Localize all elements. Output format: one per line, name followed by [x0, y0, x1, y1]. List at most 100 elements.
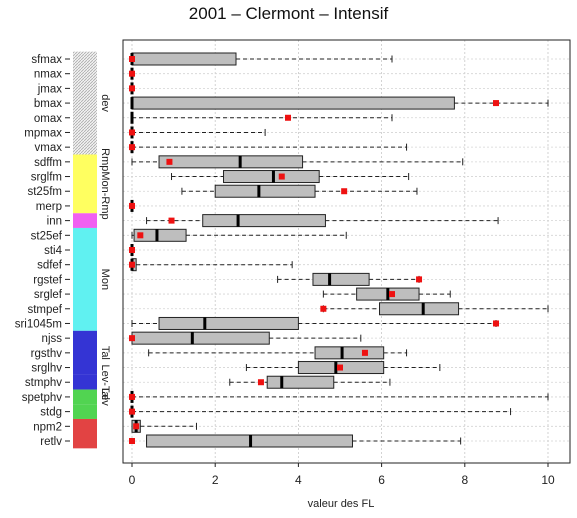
- mean-marker: [129, 261, 135, 268]
- box-row: [245, 361, 441, 375]
- box-row: [129, 52, 393, 66]
- group-color-bar: [73, 418, 97, 449]
- group-color-bar: [73, 389, 97, 405]
- mean-marker: [389, 291, 395, 298]
- mean-marker: [129, 144, 135, 151]
- iqr-box: [214, 184, 316, 198]
- chart-title: 2001 – Clermont – Intensif: [188, 4, 389, 23]
- box-row: [129, 331, 362, 345]
- mean-marker: [129, 335, 135, 342]
- iqr-box: [131, 52, 237, 66]
- iqr-box: [223, 170, 320, 184]
- y-tick-label: srglfm: [31, 172, 62, 184]
- y-tick-label: srglhv: [31, 363, 62, 375]
- y-tick-label: spetphv: [22, 392, 63, 404]
- y-tick-label: sri1045m: [15, 318, 62, 330]
- y-tick-label: npm2: [33, 421, 62, 433]
- box-row: [129, 390, 549, 403]
- y-tick-label: rgsthv: [31, 348, 63, 360]
- mean-marker: [129, 56, 135, 62]
- mean-marker: [129, 202, 135, 209]
- y-tick-label: omax: [34, 113, 62, 125]
- iqr-box: [379, 302, 460, 316]
- y-tick-label: rgstef: [33, 274, 63, 286]
- mean-marker: [129, 129, 135, 136]
- group-label: Lev-Tal: [99, 364, 111, 399]
- y-tick-label: srglef: [34, 289, 63, 301]
- box-row: [129, 126, 266, 139]
- iqr-box: [158, 155, 304, 169]
- iqr-box: [158, 316, 299, 330]
- mean-marker: [166, 158, 173, 165]
- y-tick-label: stmphv: [25, 377, 62, 389]
- y-tick-label: sfmax: [31, 54, 62, 66]
- box-row: [320, 302, 549, 316]
- box-row: [131, 316, 499, 330]
- y-tick-label: bmax: [34, 98, 62, 110]
- iqr-box: [131, 331, 270, 345]
- mean-marker: [361, 349, 368, 356]
- mean-marker: [129, 393, 135, 400]
- box-row: [129, 405, 512, 418]
- mean-marker: [341, 188, 348, 195]
- mean-marker: [416, 276, 423, 283]
- box-row: [322, 287, 451, 301]
- x-tick-label: 6: [378, 473, 385, 487]
- group-color-bar: [73, 51, 97, 155]
- mean-marker: [129, 408, 135, 415]
- mean-marker: [493, 100, 499, 107]
- mean-marker: [493, 320, 499, 327]
- y-tick-label: njss: [42, 333, 63, 345]
- mean-marker: [278, 173, 285, 180]
- mean-marker: [337, 364, 343, 371]
- x-tick-label: 10: [541, 473, 555, 487]
- y-tick-label: retlv: [40, 436, 62, 448]
- grid-layer: 0 2 4 6 8 10: [123, 40, 570, 487]
- box-row: [129, 199, 135, 212]
- mean-marker: [285, 114, 291, 121]
- x-tick-label: 0: [129, 473, 136, 487]
- box-row: [277, 272, 423, 286]
- group-color-bar: [73, 154, 97, 214]
- label-layer: sfmax nmax jmax bmax omax mpmax vmax sdffm srglf…: [15, 54, 70, 448]
- box-row: [131, 155, 464, 169]
- x-tick-label: 4: [295, 473, 302, 487]
- box-row: [129, 67, 135, 80]
- iqr-box: [314, 346, 385, 360]
- box-row: [229, 375, 391, 389]
- box-row: [129, 258, 293, 272]
- x-axis-title: valeur des FL: [308, 498, 375, 510]
- group-label: Lev: [99, 388, 111, 406]
- y-tick-label: sdfef: [37, 260, 63, 272]
- plot-frame: [122, 39, 571, 464]
- mean-marker: [129, 85, 135, 92]
- y-tick-label: nmax: [34, 69, 62, 81]
- y-tick-label: mpmax: [24, 127, 62, 139]
- y-tick-label: stmpef: [27, 304, 62, 316]
- box-row: [129, 141, 408, 154]
- box-row: [181, 184, 418, 198]
- group-color-bar: [73, 330, 97, 375]
- y-tick-label: jmax: [37, 83, 63, 95]
- x-tick-label: 2: [212, 473, 219, 487]
- group-color-bar: [73, 227, 97, 331]
- y-tick-label: sdffm: [34, 157, 62, 169]
- mean-marker: [168, 217, 175, 224]
- box-row: [129, 244, 135, 256]
- y-tick-label: merp: [36, 201, 62, 213]
- y-tick-label: st25ef: [31, 230, 63, 242]
- mean-marker: [137, 232, 144, 239]
- iqr-box: [202, 214, 326, 228]
- mean-marker: [133, 423, 140, 430]
- box-row: [131, 228, 347, 242]
- mean-marker: [257, 379, 264, 386]
- y-tick-label: stdg: [40, 407, 62, 419]
- box-row: [171, 170, 410, 184]
- iqr-box: [131, 96, 455, 110]
- group-color-bar: [73, 374, 97, 390]
- group-color-bar: [73, 213, 97, 228]
- mean-marker: [129, 438, 135, 444]
- mean-marker: [129, 247, 135, 253]
- group-color-bar: [73, 404, 97, 419]
- group-label: dev: [99, 94, 111, 112]
